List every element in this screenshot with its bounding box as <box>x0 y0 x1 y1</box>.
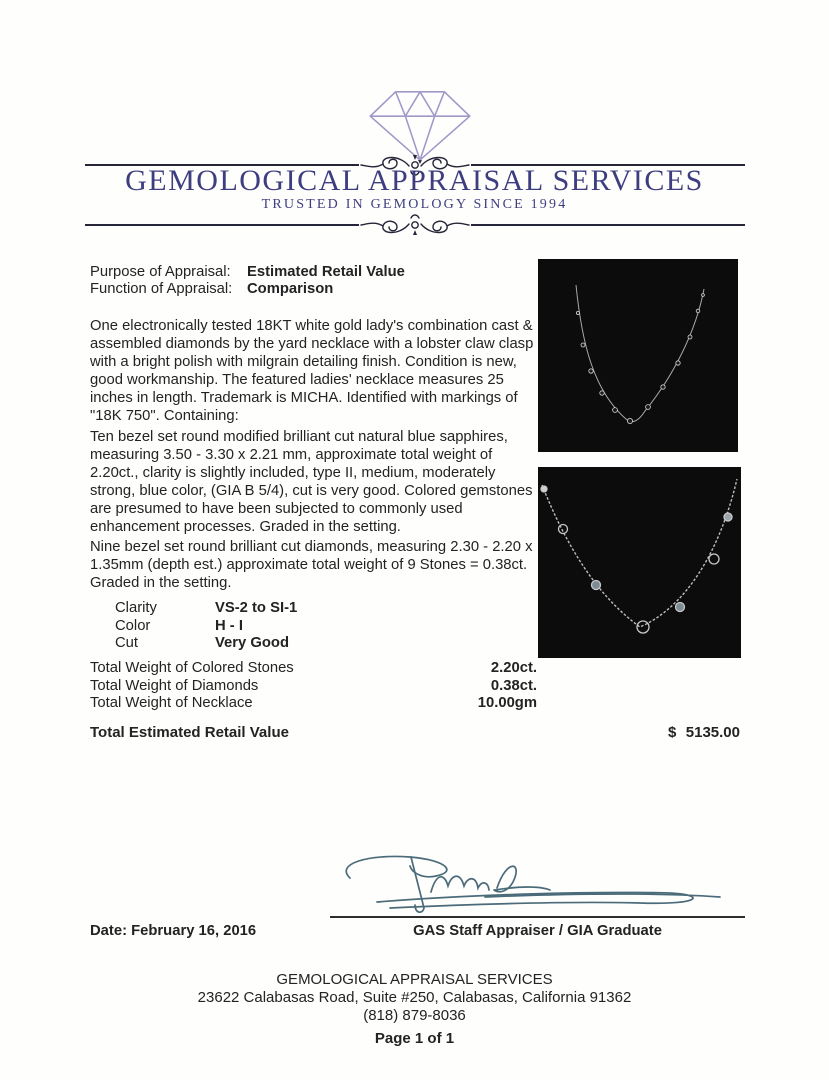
cut-value: Very Good <box>215 635 290 651</box>
diamonds-weight-label: Total Weight of Diamonds <box>90 677 259 694</box>
necklace-photo-closeup <box>538 467 741 658</box>
clarity-label: Clarity <box>115 600 157 616</box>
clarity-row: Clarity VS-2 to SI-1 <box>115 600 297 618</box>
color-value: H - I <box>215 617 243 634</box>
weight-totals: Total Weight of Colored Stones 2.20ct. T… <box>90 660 537 713</box>
signature-line <box>330 916 745 918</box>
necklace-photo-full <box>538 259 738 452</box>
diamond-grades-table: Clarity VS-2 to SI-1 Color H - I Cut Ver… <box>115 600 297 653</box>
footer-address: 23622 Calabasas Road, Suite #250, Calaba… <box>197 989 632 1006</box>
function-value: Comparison <box>247 281 334 297</box>
description-paragraph: One electronically tested 18KT white gol… <box>90 318 534 424</box>
divider-rule <box>85 164 359 166</box>
necklace-weight-value: 10.00gm <box>477 695 537 711</box>
purpose-label: Purpose of Appraisal: <box>90 264 231 280</box>
retail-value-amount: 5135.00 <box>685 724 740 741</box>
divider-rule <box>85 224 359 226</box>
diamonds-weight-value: 0.38ct. <box>490 677 537 694</box>
signer-title: GAS Staff Appraiser / GIA Graduate <box>413 923 662 939</box>
diamond-icon <box>369 91 471 164</box>
spacer <box>289 724 668 741</box>
purpose-row: Purpose of Appraisal: Estimated Retail V… <box>90 264 405 281</box>
description-paragraph: Nine bezel set round brilliant cut diamo… <box>90 539 533 591</box>
color-row: Color H - I <box>115 618 297 636</box>
description-paragraph: Ten bezel set round modified brilliant c… <box>90 429 533 535</box>
function-label: Function of Appraisal: <box>90 281 233 297</box>
header-tagline: TRUSTED IN GEMOLOGY SINCE 1994 <box>261 197 568 212</box>
necklace-weight-row: Total Weight of Necklace 10.00gm <box>90 695 537 713</box>
colored-stones-row: Total Weight of Colored Stones 2.20ct. <box>90 660 537 678</box>
currency-symbol: $ <box>668 724 677 741</box>
page-number: Page 1 of 1 <box>374 1030 455 1047</box>
retail-value-row: Total Estimated Retail Value $ 5135.00 <box>90 724 740 741</box>
header-divider-top <box>85 152 745 178</box>
scroll-ornament-icon <box>360 214 470 235</box>
page-title: GEMOLOGICAL APPRAISAL SERVICES <box>125 164 704 197</box>
color-label: Color <box>115 617 151 634</box>
footer-company: GEMOLOGICAL APPRAISAL SERVICES <box>276 971 553 988</box>
header-divider-bottom <box>85 212 745 238</box>
necklace-weight-label: Total Weight of Necklace <box>90 695 253 711</box>
cut-row: Cut Very Good <box>115 635 297 653</box>
signature <box>345 855 721 913</box>
retail-value-label: Total Estimated Retail Value <box>90 724 289 741</box>
divider-rule <box>471 224 745 226</box>
appraisal-meta: Purpose of Appraisal: Estimated Retail V… <box>90 264 405 298</box>
scroll-ornament-icon <box>360 155 470 176</box>
footer: GEMOLOGICAL APPRAISAL SERVICES 23622 Cal… <box>0 971 829 1048</box>
colored-stones-value: 2.20ct. <box>490 660 537 676</box>
colored-stones-label: Total Weight of Colored Stones <box>90 660 294 676</box>
clarity-value: VS-2 to SI-1 <box>215 600 298 616</box>
purpose-value: Estimated Retail Value <box>247 264 405 280</box>
diamonds-weight-row: Total Weight of Diamonds 0.38ct. <box>90 678 537 696</box>
divider-rule <box>471 164 745 166</box>
date-label: Date: February 16, 2016 <box>90 923 257 939</box>
function-row: Function of Appraisal: Comparison <box>90 281 405 298</box>
footer-phone: (818) 879-8036 <box>363 1007 466 1024</box>
cut-label: Cut <box>115 635 139 651</box>
